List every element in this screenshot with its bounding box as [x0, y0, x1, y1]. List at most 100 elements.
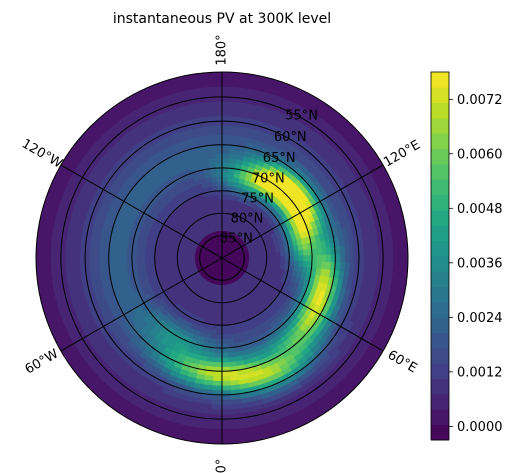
field-cell [208, 454, 222, 460]
field-cell [415, 223, 422, 237]
colorbar-band [431, 164, 449, 180]
field-cell [347, 103, 363, 118]
field-cell [249, 64, 263, 71]
field-cell [290, 441, 307, 444]
field-cell [250, 54, 265, 62]
field-cell [193, 52, 208, 59]
field-cell [358, 252, 364, 264]
field-cell [221, 413, 234, 420]
field-cell [168, 255, 174, 261]
field-cell [40, 251, 47, 265]
field-cell [217, 199, 223, 205]
field-cell [27, 305, 36, 320]
field-cell [279, 259, 286, 265]
field-cell [325, 246, 331, 255]
field-cell [36, 303, 41, 320]
field-cell [100, 82, 116, 96]
field-cell [402, 167, 408, 183]
colorbar-band [431, 348, 449, 364]
field-cell [221, 366, 231, 372]
field-cell [214, 149, 223, 155]
field-cell [221, 324, 228, 331]
field-cell [221, 433, 235, 440]
field-cell [266, 259, 272, 264]
field-cell [210, 408, 223, 415]
lat-label: 65°N [263, 151, 296, 166]
field-cell [409, 320, 419, 335]
field-cell [403, 182, 408, 198]
field-cell [114, 79, 131, 93]
colorbar-band [431, 87, 449, 104]
field-cell [137, 441, 154, 444]
colorbar-band [431, 256, 449, 272]
field-cell [286, 432, 303, 443]
lat-label: 60°N [274, 130, 307, 145]
field-cell [221, 172, 229, 178]
field-cell [129, 78, 145, 90]
field-cell [195, 62, 209, 68]
field-cell [316, 428, 332, 441]
field-cell [420, 279, 427, 294]
field-cell [302, 248, 308, 256]
field-cell [275, 441, 292, 444]
field-cell [339, 261, 345, 272]
field-cell [36, 251, 42, 265]
field-cell [263, 61, 278, 69]
field-cell [221, 96, 234, 103]
field-cell [195, 447, 209, 453]
field-cell [36, 333, 42, 349]
field-cell [154, 255, 160, 261]
field-cell [270, 259, 277, 264]
field-cell [214, 153, 223, 160]
colorbar-tick-label: 0.0048 [457, 202, 503, 217]
field-cell [221, 106, 233, 113]
field-cell [221, 167, 229, 174]
field-cell [216, 185, 223, 192]
field-cell [277, 447, 292, 456]
field-cell [181, 445, 195, 452]
field-cell [297, 249, 304, 256]
field-cell [210, 413, 223, 420]
field-cell [363, 126, 378, 141]
field-cell [417, 265, 423, 279]
field-cell [194, 452, 208, 459]
field-cell [236, 452, 250, 459]
field-cell [217, 306, 223, 313]
field-cell [221, 389, 232, 396]
field-cell [302, 260, 308, 268]
colorbar-band [431, 363, 449, 380]
field-cell [371, 119, 386, 135]
field-cell [54, 133, 68, 149]
field-cell [117, 246, 124, 255]
field-cell [339, 253, 345, 263]
field-cell [363, 375, 378, 390]
field-cell [221, 408, 234, 415]
field-cell [226, 328, 233, 335]
colorbar-band [431, 210, 449, 226]
colorbar-band [431, 240, 449, 257]
field-cell [81, 103, 97, 118]
field-cell [274, 437, 290, 444]
field-cell [65, 252, 72, 264]
field-cell [211, 399, 223, 405]
field-cell [217, 311, 223, 317]
field-cell [36, 184, 46, 200]
field-cell [24, 292, 32, 307]
field-cell [299, 426, 315, 438]
field-cell [249, 59, 264, 66]
field-cell [92, 94, 108, 109]
field-cell [302, 254, 308, 262]
field-cell [415, 279, 422, 293]
field-cell [113, 261, 119, 270]
lat-label: 75°N [241, 192, 274, 207]
field-cell [412, 209, 420, 224]
field-cell [372, 364, 386, 380]
field-cell [212, 389, 223, 396]
field-cell [236, 52, 251, 59]
field-cell [214, 361, 223, 367]
field-cell [293, 249, 299, 256]
field-cell [177, 256, 183, 260]
field-cell [221, 380, 232, 386]
colorbar-band [431, 72, 449, 88]
field-cell [209, 423, 223, 430]
